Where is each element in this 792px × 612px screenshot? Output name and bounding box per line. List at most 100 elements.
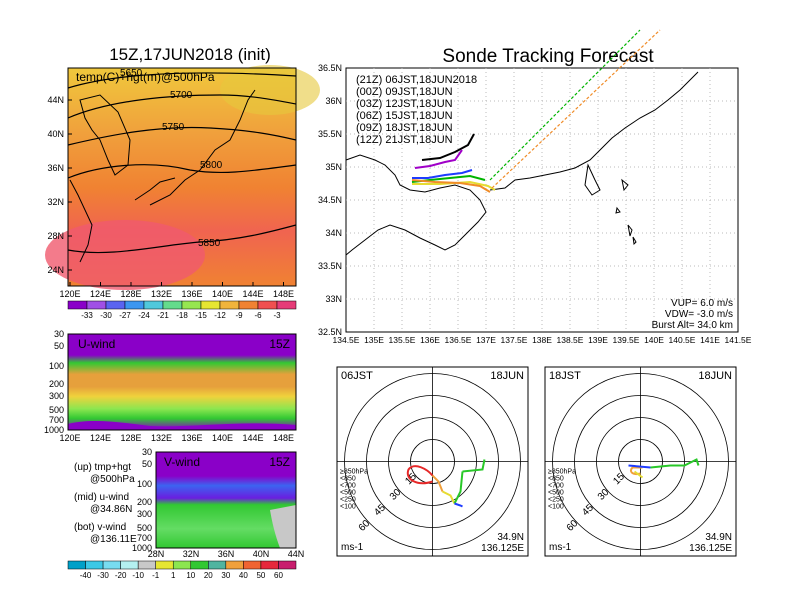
colorbar-swatch [238, 300, 259, 310]
launch-entry: (00Z) 09JST,18JUN [356, 86, 453, 98]
lon-tick-label: 141E [700, 335, 720, 345]
colorbar-swatch [200, 300, 221, 310]
lon-tick-label: 139E [588, 335, 608, 345]
u-wind-x-ticks: 120E 124E 128E 132E 136E 140E 144E 148E [59, 433, 294, 443]
param-vup: VUP= 6.0 m/s [671, 298, 733, 309]
lon-tick-label: 140E [644, 335, 664, 345]
launch-entry: (06Z) 15JST,18JUN [356, 110, 453, 122]
contour-label: 5850 [198, 238, 221, 249]
hodograph-trace [628, 464, 651, 469]
contour-label: 5650 [120, 68, 143, 79]
lon-tick-label: 140E [212, 433, 233, 443]
hodo-level-label: <500 [548, 490, 564, 497]
contour-label: 5750 [162, 122, 185, 133]
lon-tick-label: 120E [59, 433, 80, 443]
lat-tick-label: 33N [325, 294, 342, 304]
colorbar-swatch [137, 560, 156, 570]
u-wind-frame [67, 333, 297, 431]
sonde-track-extension [491, 29, 661, 189]
lat-tick-label: 34.5N [318, 195, 342, 205]
lon-tick-label: 124E [90, 433, 111, 443]
lat-tick-label: 32N [183, 549, 200, 559]
temp-map-panel: 5650 5700 5750 5800 5850 temp(C)+hgt(m)@… [45, 65, 320, 299]
lat-tick-label: 40N [47, 129, 64, 139]
pressure-tick-label: 50 [54, 341, 64, 351]
colorbar-tick-label: 1 [171, 571, 176, 580]
lon-tick-label: 137E [476, 335, 496, 345]
lat-tick-label: 36.5N [318, 63, 342, 73]
hodo-level-label: <500 [340, 490, 356, 497]
hodo-level-label: <100 [340, 504, 356, 511]
lat-tick-label: 24N [47, 265, 64, 275]
track-map-panel: 36.5N 36N 35.5N 35N 34.5N 34N 33.5N 33N 32.5N134… [318, 29, 752, 345]
lon-tick-label: 138.5E [557, 335, 584, 345]
lon-tick-label: 136E [181, 289, 202, 299]
colorbar-tick-label: -12 [214, 311, 226, 320]
hodograph-trace [431, 474, 444, 492]
lon-tick-label: 137.5E [501, 335, 528, 345]
hodo-level-label: <850 [340, 476, 356, 483]
lon-tick-label: 132E [151, 433, 172, 443]
hodo-date: 18JUN [698, 370, 732, 382]
colorbar-tick-label: -1 [152, 571, 160, 580]
launch-entry: (09Z) 18JST,18JUN [356, 122, 453, 134]
lat-tick-label: 36N [218, 549, 235, 559]
lon-tick-label: 138E [532, 335, 552, 345]
lat-tick-label: 28N [148, 549, 165, 559]
hodograph-ring [344, 373, 521, 550]
lon-tick-label: 135.5E [389, 335, 416, 345]
colorbar-swatch [278, 560, 297, 570]
hodo-lat: 34.9N [705, 532, 732, 543]
track-coastline-west [345, 154, 487, 256]
colorbar-swatch [276, 300, 297, 310]
v-wind-frame [155, 451, 297, 549]
pressure-tick-label: 200 [137, 497, 152, 507]
colorbar-swatch [162, 300, 183, 310]
china-coastline [69, 179, 93, 263]
pressure-tick-label: 500 [49, 405, 64, 415]
colorbar-swatch [225, 560, 244, 570]
colorbar-tick-label: -18 [176, 311, 188, 320]
pressure-tick-label: 30 [142, 447, 152, 457]
hodograph-ring [618, 439, 663, 484]
lon-tick-label: 148E [273, 433, 294, 443]
lat-tick-label: 33.5N [318, 261, 342, 271]
contour-5850 [67, 224, 297, 254]
contour-5800 [67, 164, 297, 179]
hodograph-trace [442, 490, 456, 504]
japan-coastline [149, 89, 256, 206]
v-wind-time: 15Z [269, 455, 290, 469]
colorbar-tick-label: 20 [204, 571, 213, 580]
colorbar-tick-label: -30 [100, 311, 112, 320]
panel-legend-notes: (up) tmp+hgt @500hPa (mid) u-wind @34.86… [74, 462, 137, 545]
param-vdw: VDW= -3.0 m/s [665, 309, 733, 320]
lon-tick-label: 134.5E [333, 335, 360, 345]
sonde-track [414, 149, 463, 169]
colorbar-tick-label: -24 [138, 311, 150, 320]
hodograph-trace [454, 502, 463, 508]
pressure-tick-label: 50 [142, 459, 152, 469]
lat-tick-label: 40N [253, 549, 270, 559]
colorbar-tick-label: -27 [119, 311, 131, 320]
colorbar-tick-label: 60 [274, 571, 283, 580]
hodo-level-label: <700 [548, 483, 564, 490]
sonde-track-extension [489, 29, 641, 181]
pressure-tick-label: 100 [137, 479, 152, 489]
colorbar-tick-label: 30 [221, 571, 230, 580]
colorbar-swatch [102, 560, 121, 570]
contour-label: 5700 [170, 90, 193, 101]
lon-tick-label: 136E [181, 433, 202, 443]
colorbar-tick-label: 10 [186, 571, 195, 580]
contour-5650 [67, 72, 297, 89]
colorbar-tick-label: -10 [132, 571, 144, 580]
hodo-level-label: <850 [548, 476, 564, 483]
contour-5750 [67, 126, 297, 146]
temp-map-lon-ticks: 120E 124E 128E 132E 136E 140E 144E 148E [59, 282, 294, 299]
u-wind-time: 15Z [269, 337, 290, 351]
colorbar-swatch [105, 300, 126, 310]
launch-entry: (12Z) 21JST,18JUN [356, 134, 453, 146]
track-coastline-east [489, 71, 699, 191]
v-wind-label: V-wind [164, 455, 200, 469]
